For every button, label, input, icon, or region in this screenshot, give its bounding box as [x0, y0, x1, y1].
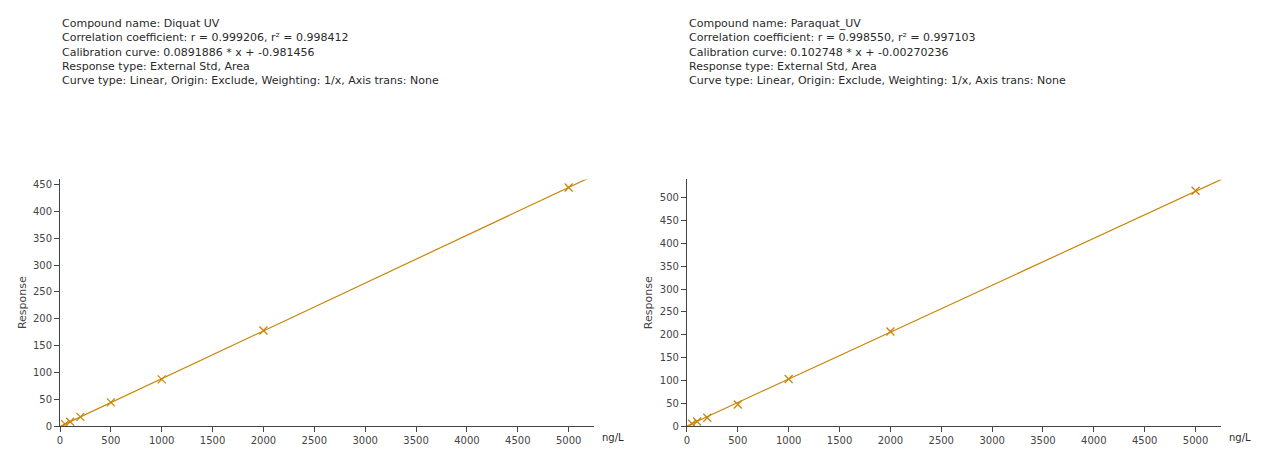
- svg-text:150: 150: [33, 340, 52, 351]
- svg-text:50: 50: [39, 394, 52, 405]
- svg-text:450: 450: [33, 179, 52, 190]
- svg-text:50: 50: [666, 398, 679, 409]
- svg-text:400: 400: [660, 238, 679, 249]
- svg-text:Compound name: Diquat UVCorrel: Compound name: Diquat UVCorrelation coef…: [62, 17, 439, 87]
- svg-text:350: 350: [660, 261, 679, 272]
- svg-text:4000: 4000: [454, 435, 479, 446]
- svg-text:250: 250: [660, 306, 679, 317]
- svg-text:5000: 5000: [556, 435, 581, 446]
- svg-text:1500: 1500: [200, 435, 225, 446]
- svg-text:2500: 2500: [929, 435, 954, 446]
- svg-text:3000: 3000: [979, 435, 1004, 446]
- svg-text:ng/L: ng/L: [1229, 432, 1251, 443]
- svg-text:350: 350: [33, 233, 52, 244]
- svg-text:450: 450: [660, 215, 679, 226]
- svg-text:500: 500: [728, 435, 747, 446]
- svg-text:250: 250: [33, 286, 52, 297]
- svg-text:200: 200: [33, 313, 52, 324]
- svg-text:0: 0: [46, 421, 52, 432]
- svg-text:2500: 2500: [302, 435, 327, 446]
- svg-text:0: 0: [684, 435, 690, 446]
- svg-text:200: 200: [660, 329, 679, 340]
- svg-text:0: 0: [57, 435, 63, 446]
- svg-text:100: 100: [660, 375, 679, 386]
- svg-text:Compound name: Paraquat_UVCorr: Compound name: Paraquat_UVCorrelation co…: [689, 17, 1066, 87]
- svg-text:ng/L: ng/L: [602, 432, 624, 443]
- svg-text:100: 100: [33, 367, 52, 378]
- svg-text:5000: 5000: [1183, 435, 1208, 446]
- svg-text:4500: 4500: [1132, 435, 1157, 446]
- svg-text:4000: 4000: [1081, 435, 1106, 446]
- svg-text:Response: Response: [642, 276, 655, 329]
- svg-text:500: 500: [660, 192, 679, 203]
- svg-text:3500: 3500: [403, 435, 428, 446]
- svg-text:2000: 2000: [251, 435, 276, 446]
- svg-text:400: 400: [33, 206, 52, 217]
- svg-text:4500: 4500: [505, 435, 530, 446]
- svg-text:300: 300: [33, 260, 52, 271]
- svg-text:3500: 3500: [1030, 435, 1055, 446]
- svg-text:150: 150: [660, 352, 679, 363]
- svg-text:3000: 3000: [352, 435, 377, 446]
- svg-text:Response: Response: [16, 276, 29, 329]
- svg-text:2000: 2000: [878, 435, 903, 446]
- svg-text:0: 0: [673, 421, 679, 432]
- svg-text:500: 500: [101, 435, 120, 446]
- svg-text:1000: 1000: [776, 435, 801, 446]
- svg-text:300: 300: [660, 284, 679, 295]
- svg-text:1000: 1000: [149, 435, 174, 446]
- svg-text:1500: 1500: [827, 435, 852, 446]
